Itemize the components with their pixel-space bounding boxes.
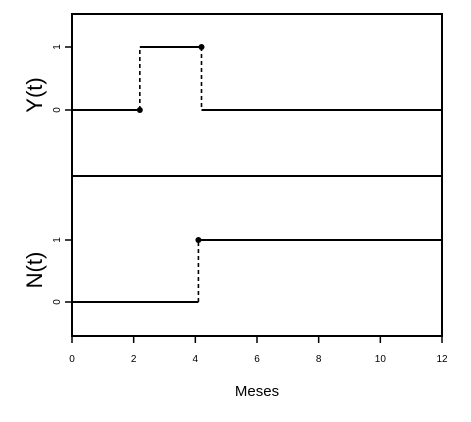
panel-n-marks: 01 <box>52 237 442 305</box>
panel-y-point <box>198 44 205 50</box>
panel-n: N(t) 01 0 2 4 6 8 10 12 Meses <box>22 175 448 400</box>
x-tick-label: 8 <box>316 354 322 365</box>
panel-n-ytick-label: 1 <box>52 237 63 243</box>
x-tick-label: 4 <box>193 354 199 365</box>
x-axis-label: Meses <box>235 383 279 400</box>
panel-n-ytick-label: 0 <box>52 299 63 305</box>
panel-y: Y(t) 01 <box>22 13 443 177</box>
panel-n-point <box>195 237 202 243</box>
panel-y-marks: 01 <box>52 44 442 113</box>
x-axis: 0 2 4 6 8 10 12 <box>69 336 448 365</box>
panel-y-ytick-label: 1 <box>52 44 63 50</box>
panel-n-frame <box>71 175 443 337</box>
panel-y-frame <box>71 13 443 177</box>
panel-y-ylabel: Y(t) <box>22 77 47 112</box>
x-tick-label: 10 <box>375 354 387 365</box>
panel-y-point <box>136 107 143 113</box>
x-tick-label: 12 <box>436 354 448 365</box>
x-tick-label: 6 <box>254 354 260 365</box>
panel-y-ytick-label: 0 <box>52 107 63 113</box>
x-tick-label: 2 <box>131 354 137 365</box>
x-tick-label: 0 <box>69 354 75 365</box>
panel-n-ylabel: N(t) <box>22 252 47 289</box>
